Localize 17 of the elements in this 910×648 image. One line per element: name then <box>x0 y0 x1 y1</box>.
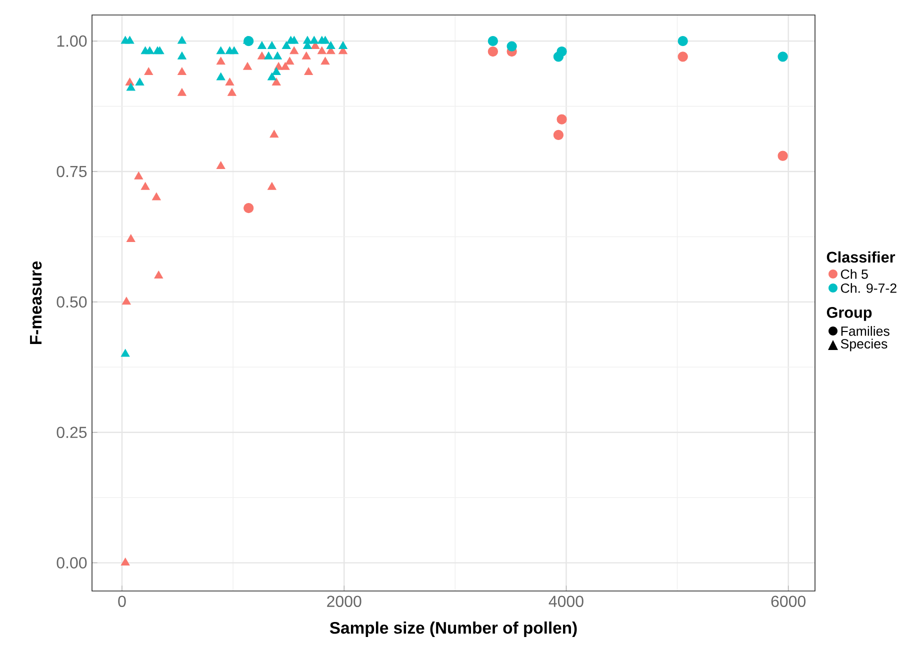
x-axis-title: Sample size (Number of pollen) <box>330 622 577 638</box>
y-tick-label: 0.50 <box>56 296 87 308</box>
y-tick-label: 0.25 <box>56 426 87 438</box>
text: Group <box>826 307 872 321</box>
legend-label: Ch 5 <box>840 269 868 279</box>
text: Species <box>840 338 888 352</box>
text: Families <box>841 326 890 336</box>
y-tick-label: 0.75 <box>56 166 87 178</box>
x-tick-label: 4000 <box>548 596 584 608</box>
y-tick-label: 1.00 <box>57 35 87 47</box>
legend-title: Classifier <box>826 251 896 263</box>
x-tick-label: 0 <box>118 596 126 608</box>
legend-label: Ch. 9-7-2 <box>840 283 896 293</box>
x-tick-label: 2000 <box>327 596 362 608</box>
x-tick-label: 6000 <box>771 596 806 608</box>
y-tick-label: 0.00 <box>56 557 87 568</box>
y-axis-title: F-measure <box>30 261 42 344</box>
